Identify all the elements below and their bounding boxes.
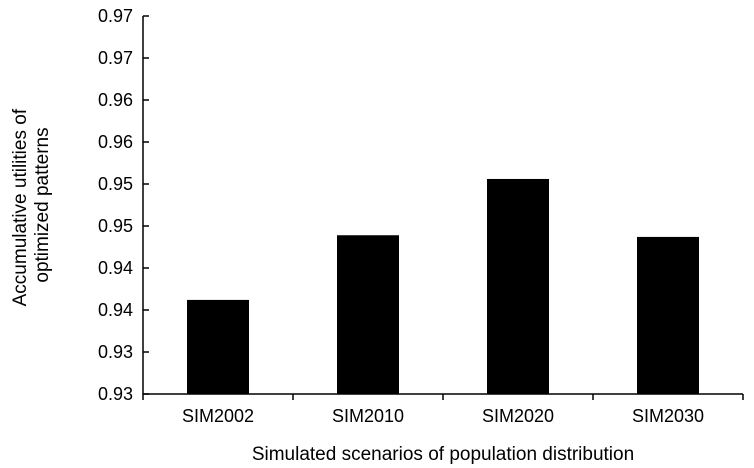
x-tick-label: SIM2002 [182,406,254,426]
x-axis-title: Simulated scenarios of population distri… [252,444,634,465]
x-axis [142,393,744,400]
y-tick-label: 0.94 [98,300,133,320]
y-axis [142,15,149,395]
y-tick-label: 0.96 [98,90,133,110]
y-tick-labels: 0.93 0.93 0.94 0.94 0.95 0.95 0.96 0.96 0.97 0.97 [98,6,133,404]
bar-sim2030 [637,236,699,394]
y-tick-label: 0.94 [98,258,133,278]
bar-sim2010 [337,235,399,394]
y-axis-title-line-2: optimized patterns [32,127,53,282]
y-axis-title: Accumulative utilities of optimized patt… [10,104,53,307]
y-tick-label: 0.95 [98,174,133,194]
x-tick-label: SIM2010 [332,406,404,426]
y-tick-label: 0.93 [98,384,133,404]
y-tick-label: 0.97 [98,6,133,26]
y-tick-label: 0.93 [98,342,133,362]
y-tick-label: 0.97 [98,48,133,68]
bars-group [187,178,699,394]
bar-sim2020 [487,178,549,394]
x-tick-label: SIM2030 [632,406,704,426]
bar-sim2002 [187,299,249,394]
y-tick-label: 0.96 [98,132,133,152]
y-axis-title-line-1: Accumulative utilities of [10,108,31,306]
x-tick-label: SIM2020 [482,406,554,426]
x-tick-labels: SIM2002 SIM2010 SIM2020 SIM2030 [182,406,704,426]
y-tick-label: 0.95 [98,216,133,236]
